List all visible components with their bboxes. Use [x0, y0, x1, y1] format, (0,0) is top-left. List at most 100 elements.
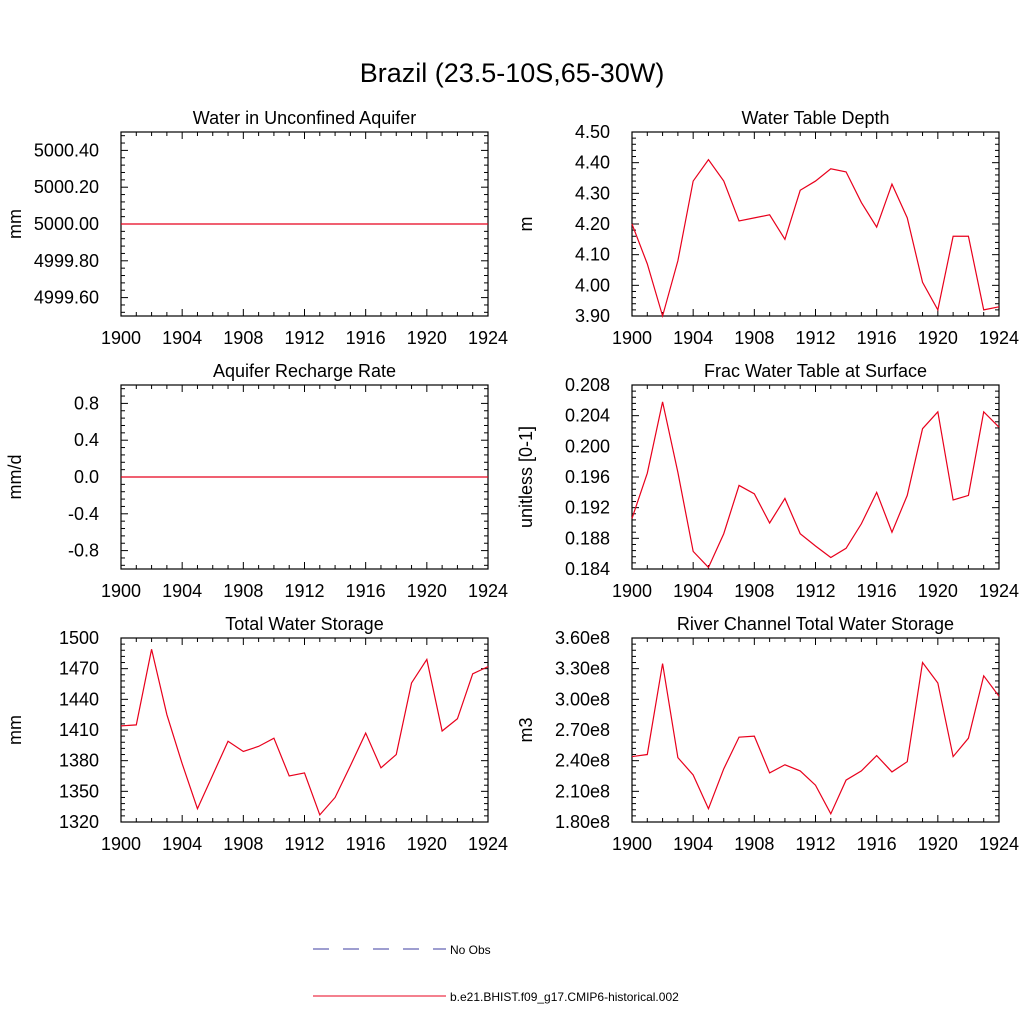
series-line	[631, 401, 1000, 569]
x-tick-label: 1900	[101, 581, 141, 601]
plot-frame	[631, 384, 1000, 570]
x-tick-label: 1916	[346, 328, 386, 348]
panel-title: Frac Water Table at Surface	[704, 361, 927, 381]
x-tick-label: 1920	[918, 834, 958, 854]
x-tick-label: 1920	[407, 328, 447, 348]
x-tick-label: 1912	[795, 328, 835, 348]
x-tick-label: 1908	[223, 328, 263, 348]
series-line	[631, 158, 1000, 319]
x-tick-label: 1924	[979, 834, 1019, 854]
x-tick-label: 1924	[468, 834, 508, 854]
y-tick-label: 1410	[59, 720, 99, 740]
y-axis-label: mm/d	[5, 455, 25, 500]
y-tick-label: 4.30	[575, 183, 610, 203]
legend-entry-0: No Obs	[313, 943, 491, 957]
x-tick-label: 1920	[407, 834, 447, 854]
y-tick-label: 3.00e8	[555, 689, 610, 709]
legend: No Obs b.e21.BHIST.f09_g17.CMIP6-historic…	[313, 943, 679, 1004]
y-axis-label: unitless [0-1]	[516, 426, 536, 528]
panels: Water in Unconfined Aquifer mm 1900 1904 190…	[5, 108, 1019, 854]
x-tick-label: 1912	[795, 581, 835, 601]
y-tick-label: 0.4	[74, 430, 99, 450]
y-tick-label: 5000.20	[34, 177, 99, 197]
panel-title: Water in Unconfined Aquifer	[193, 108, 416, 128]
x-tick-label: 1904	[162, 834, 202, 854]
x-tick-label: 1900	[612, 581, 652, 601]
y-tick-label: 4999.80	[34, 251, 99, 271]
x-tick-label: 1916	[346, 581, 386, 601]
y-axis-label: m	[516, 217, 536, 232]
y-tick-label: 4.40	[575, 153, 610, 173]
y-tick-label: 1470	[59, 659, 99, 679]
y-tick-label: 0.208	[565, 375, 610, 395]
x-tick-label: 1924	[979, 328, 1019, 348]
x-tick-label: 1920	[407, 581, 447, 601]
y-tick-label: 1380	[59, 751, 99, 771]
x-tick-label: 1924	[468, 581, 508, 601]
x-tick-label: 1904	[673, 834, 713, 854]
x-tick-label: 1904	[673, 581, 713, 601]
x-tick-label: 1912	[284, 834, 324, 854]
y-axis-label: mm	[5, 209, 25, 239]
x-tick-label: 1916	[857, 581, 897, 601]
x-tick-label: 1916	[857, 834, 897, 854]
x-tick-label: 1900	[101, 328, 141, 348]
plot-frame	[631, 131, 1000, 317]
y-tick-label: 0.188	[565, 528, 610, 548]
x-tick-label: 1916	[857, 328, 897, 348]
y-tick-label: 3.60e8	[555, 628, 610, 648]
x-tick-label: 1924	[468, 328, 508, 348]
legend-label: b.e21.BHIST.f09_g17.CMIP6-historical.002	[450, 990, 679, 1004]
y-tick-label: 4.10	[575, 245, 610, 265]
y-tick-label: 4.20	[575, 214, 610, 234]
y-tick-label: -0.8	[68, 541, 99, 561]
x-tick-label: 1912	[284, 328, 324, 348]
panel-title: Water Table Depth	[741, 108, 889, 128]
x-tick-label: 1908	[223, 581, 263, 601]
y-tick-label: 4999.60	[34, 288, 99, 308]
x-tick-label: 1912	[284, 581, 324, 601]
y-tick-label: 2.10e8	[555, 781, 610, 801]
x-tick-label: 1912	[795, 834, 835, 854]
y-tick-label: 0.204	[565, 406, 610, 426]
y-tick-label: 1350	[59, 781, 99, 801]
x-tick-label: 1900	[612, 834, 652, 854]
series-line	[120, 649, 489, 816]
y-axis-label: mm	[5, 715, 25, 745]
y-tick-label: 1.80e8	[555, 812, 610, 832]
chart-panel-0: Water in Unconfined Aquifer mm 1900 1904 190…	[5, 108, 508, 348]
chart-panel-4: Total Water Storage mm 1900 1904 1908 1912 191…	[5, 614, 508, 854]
legend-entry-1: b.e21.BHIST.f09_g17.CMIP6-historical.002	[313, 990, 679, 1004]
x-tick-label: 1900	[612, 328, 652, 348]
chart-panel-3: Frac Water Table at Surface unitless [0-1…	[516, 361, 1019, 601]
figure-title: Brazil (23.5-10S,65-30W)	[360, 58, 665, 88]
y-tick-label: 0.200	[565, 436, 610, 456]
y-tick-label: 4.50	[575, 122, 610, 142]
y-tick-label: 1440	[59, 689, 99, 709]
series-line	[631, 661, 1000, 816]
x-tick-label: 1908	[223, 834, 263, 854]
y-tick-label: 1320	[59, 812, 99, 832]
x-tick-label: 1908	[734, 834, 774, 854]
x-tick-label: 1900	[101, 834, 141, 854]
y-tick-label: 2.40e8	[555, 751, 610, 771]
y-tick-label: 4.00	[575, 275, 610, 295]
x-tick-label: 1904	[162, 328, 202, 348]
chart-panel-1: Water Table Depth m 1900 1904 1908 1912 1916 19…	[516, 108, 1019, 348]
panel-title: Aquifer Recharge Rate	[213, 361, 396, 381]
y-tick-label: 0.184	[565, 559, 610, 579]
plot-frame	[120, 637, 489, 823]
y-tick-label: 3.30e8	[555, 659, 610, 679]
x-tick-label: 1904	[162, 581, 202, 601]
y-tick-label: 2.70e8	[555, 720, 610, 740]
panel-title: Total Water Storage	[225, 614, 383, 634]
x-tick-label: 1908	[734, 328, 774, 348]
y-tick-label: 0.0	[74, 467, 99, 487]
y-tick-label: 0.8	[74, 393, 99, 413]
x-tick-label: 1908	[734, 581, 774, 601]
y-tick-label: 0.192	[565, 498, 610, 518]
x-tick-label: 1924	[979, 581, 1019, 601]
y-tick-label: 3.90	[575, 306, 610, 326]
